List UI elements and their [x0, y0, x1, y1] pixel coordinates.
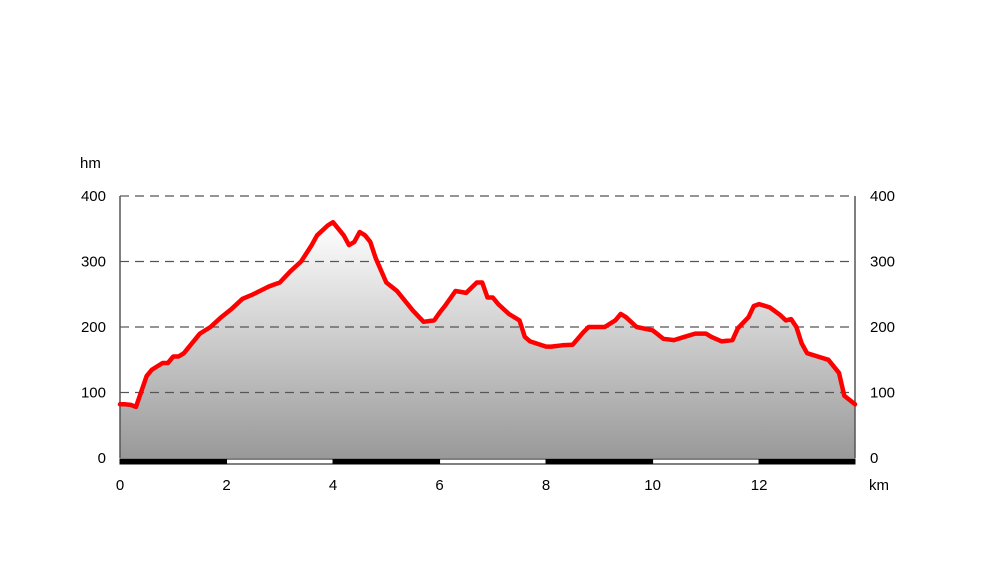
elevation-line-layer: [117, 219, 858, 410]
y-tick-label-right: 300: [870, 254, 895, 271]
gridlines: [120, 195, 855, 394]
x-tick-label: 12: [751, 477, 768, 494]
y-tick-label-left: 0: [98, 450, 106, 467]
y-tick-label-left: 100: [81, 385, 106, 402]
x-axis-unit-label: km: [869, 477, 889, 494]
axes: [119, 196, 856, 465]
x-tick-label: 6: [435, 477, 443, 494]
y-axis-unit-label: hm: [80, 155, 101, 172]
y-tick-label-left: 200: [81, 319, 106, 336]
y-tick-label-right: 0: [870, 450, 878, 467]
x-axis-scale-segment: [332, 458, 441, 465]
x-tick-label: 8: [542, 477, 550, 494]
elevation-area-layer: [120, 222, 855, 458]
y-tick-label-left: 400: [81, 188, 106, 205]
x-axis-scale-segment: [226, 458, 334, 465]
x-axis-scale-segment: [758, 458, 856, 465]
y-tick-label-right: 200: [870, 319, 895, 336]
elevation-line: [117, 219, 858, 410]
y-tick-label-right: 400: [870, 188, 895, 205]
x-tick-label: 4: [329, 477, 337, 494]
x-axis-scale-segment: [652, 458, 760, 465]
x-axis-scale-segment: [545, 458, 654, 465]
x-tick-label: 2: [222, 477, 230, 494]
elevation-area-fill: [120, 222, 855, 458]
x-axis-scale-segment: [439, 458, 547, 465]
x-tick-label: 0: [116, 477, 124, 494]
x-tick-label: 10: [644, 477, 661, 494]
y-tick-label-left: 300: [81, 254, 106, 271]
y-tick-label-right: 100: [870, 385, 895, 402]
x-axis-scale-segment: [119, 458, 228, 465]
